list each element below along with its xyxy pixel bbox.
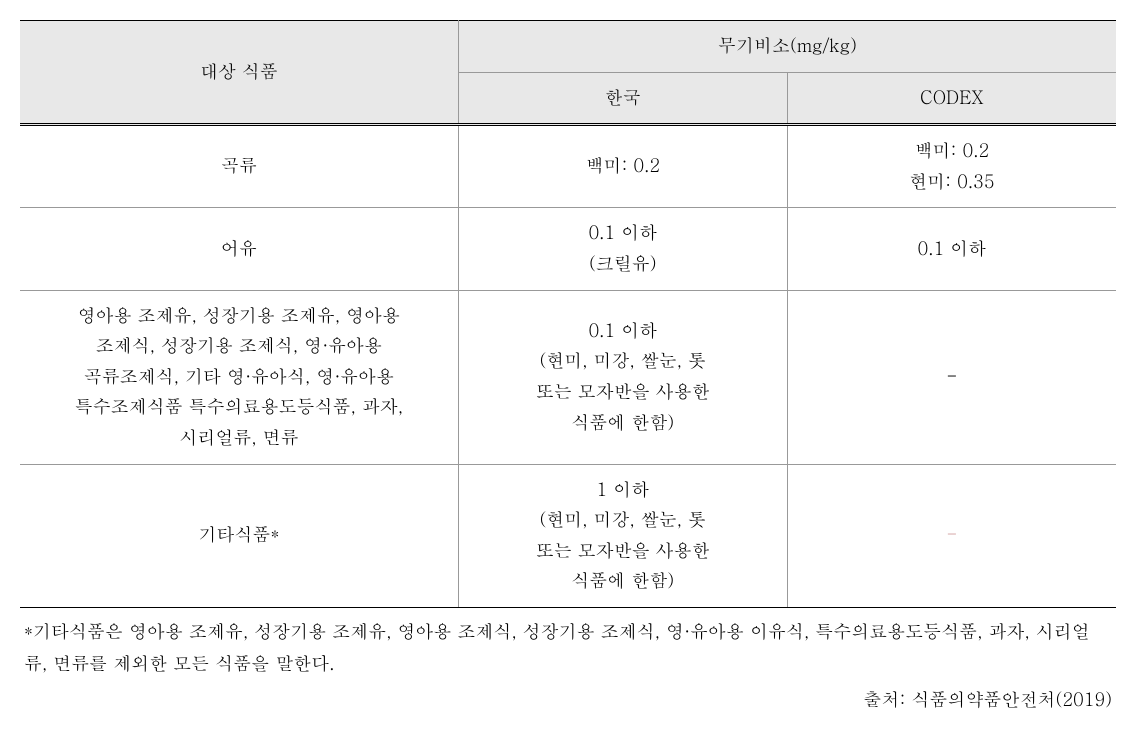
cell-codex: 백미: 0.2현미: 0.35	[787, 125, 1116, 208]
table-body: 곡류 백미: 0.2 백미: 0.2현미: 0.35 어유 0.1 이하(크릴유…	[20, 125, 1116, 608]
cell-codex: -	[787, 290, 1116, 464]
header-food: 대상 식품	[20, 21, 458, 125]
cell-food: 어유	[20, 208, 458, 290]
cell-korea: 백미: 0.2	[458, 125, 787, 208]
header-codex: CODEX	[787, 72, 1116, 125]
table-row: 곡류 백미: 0.2 백미: 0.2현미: 0.35	[20, 125, 1116, 208]
cell-food: 곡류	[20, 125, 458, 208]
table-row: 어유 0.1 이하(크릴유) 0.1 이하	[20, 208, 1116, 290]
cell-korea: 0.1 이하(크릴유)	[458, 208, 787, 290]
footnote-text: *기타식품은 영아용 조제유, 성장기용 조제유, 영아용 조제식, 성장기용 …	[20, 616, 1116, 681]
table-row: 기타식품* 1 이하(현미, 미강, 쌀눈, 톳또는 모자반을 사용한식품에 한…	[20, 464, 1116, 607]
source-text: 출처: 식품의약품안전처(2019)	[20, 687, 1116, 712]
table-row: 영아용 조제유, 성장기용 조제유, 영아용조제식, 성장기용 조제식, 영·유…	[20, 290, 1116, 464]
cell-food: 기타식품*	[20, 464, 458, 607]
cell-food: 영아용 조제유, 성장기용 조제유, 영아용조제식, 성장기용 조제식, 영·유…	[20, 290, 458, 464]
cell-korea: 1 이하(현미, 미강, 쌀눈, 톳또는 모자반을 사용한식품에 한함)	[458, 464, 787, 607]
header-arsenic-group: 무기비소(mg/kg)	[458, 21, 1116, 73]
table-header: 대상 식품 무기비소(mg/kg) 한국 CODEX	[20, 21, 1116, 125]
arsenic-standards-table: 대상 식품 무기비소(mg/kg) 한국 CODEX 곡류 백미: 0.2 백미…	[20, 20, 1116, 608]
cell-codex: -	[787, 464, 1116, 607]
cell-codex: 0.1 이하	[787, 208, 1116, 290]
cell-korea: 0.1 이하(현미, 미강, 쌀눈, 톳또는 모자반을 사용한식품에 한함)	[458, 290, 787, 464]
header-korea: 한국	[458, 72, 787, 125]
